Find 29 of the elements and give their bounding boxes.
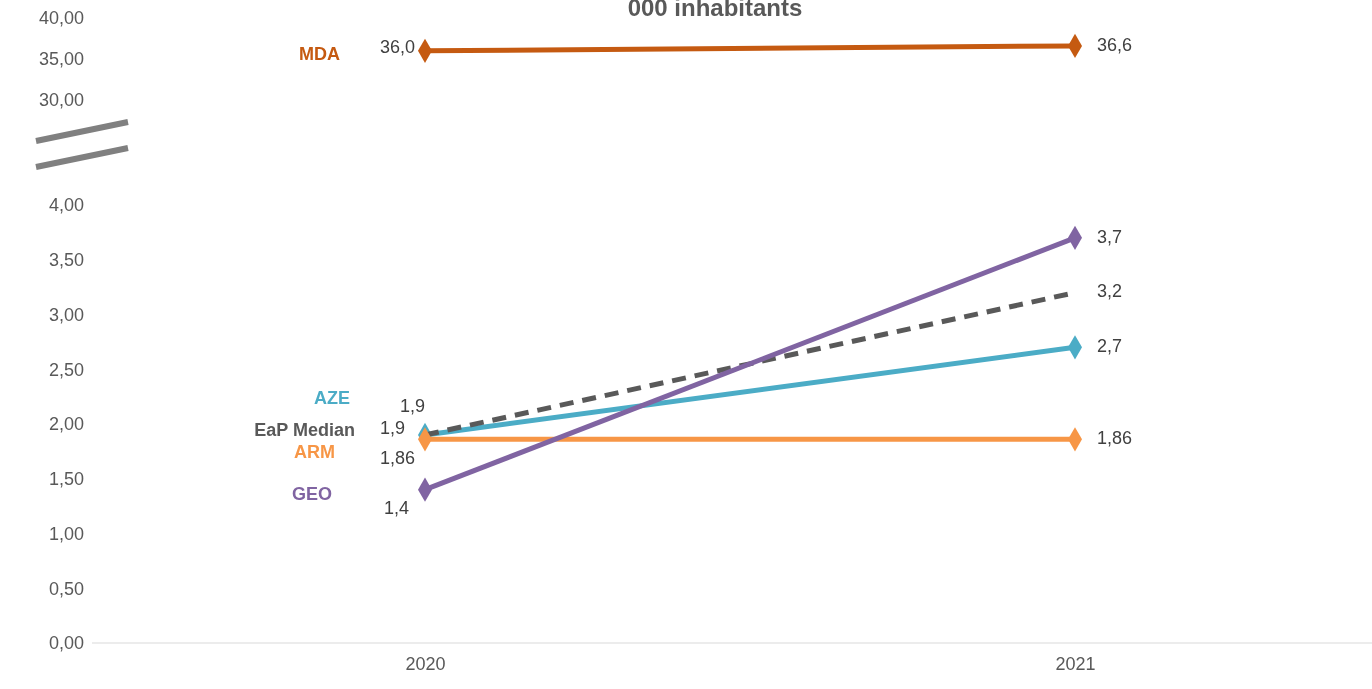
data-label: 1,86 [1097, 428, 1133, 449]
text: GEO [291, 484, 332, 505]
text: MDA [299, 43, 340, 64]
y-tick-label: 1,00 [48, 523, 84, 544]
data-label: 1,9 [399, 395, 425, 416]
y-tick-label: 3,50 [48, 250, 84, 271]
data-label: 3,7 [1097, 226, 1123, 247]
text: EaP Median [254, 419, 355, 440]
text: ARM [294, 442, 335, 463]
text: AZE [314, 387, 350, 408]
data-label: 1,4 [383, 498, 409, 519]
y-tick-label: 35,00 [38, 49, 84, 70]
x-tick-label: 2021 [1055, 653, 1096, 674]
y-tick-label: 30,00 [38, 90, 84, 111]
data-label: 1,9 [379, 417, 405, 438]
y-tick-label: 1,50 [48, 469, 84, 490]
y-tick-label: 3,00 [48, 304, 84, 325]
data-label: 36,6 [1097, 34, 1133, 55]
y-tick-label: 2,50 [48, 359, 84, 380]
data-label: 2,7 [1097, 336, 1123, 357]
y-tick-label: 4,00 [48, 195, 84, 216]
data-label: 3,2 [1097, 281, 1123, 302]
x-tick-label: 2020 [405, 653, 446, 674]
y-tick-label: 2,00 [48, 414, 84, 435]
data-label: 36,0 [379, 36, 415, 57]
data-label: 1,86 [379, 448, 415, 469]
y-tick-label: 0,50 [48, 578, 84, 599]
y-tick-label: 40,00 [38, 8, 84, 29]
y-tick-label: 0,00 [48, 633, 84, 654]
